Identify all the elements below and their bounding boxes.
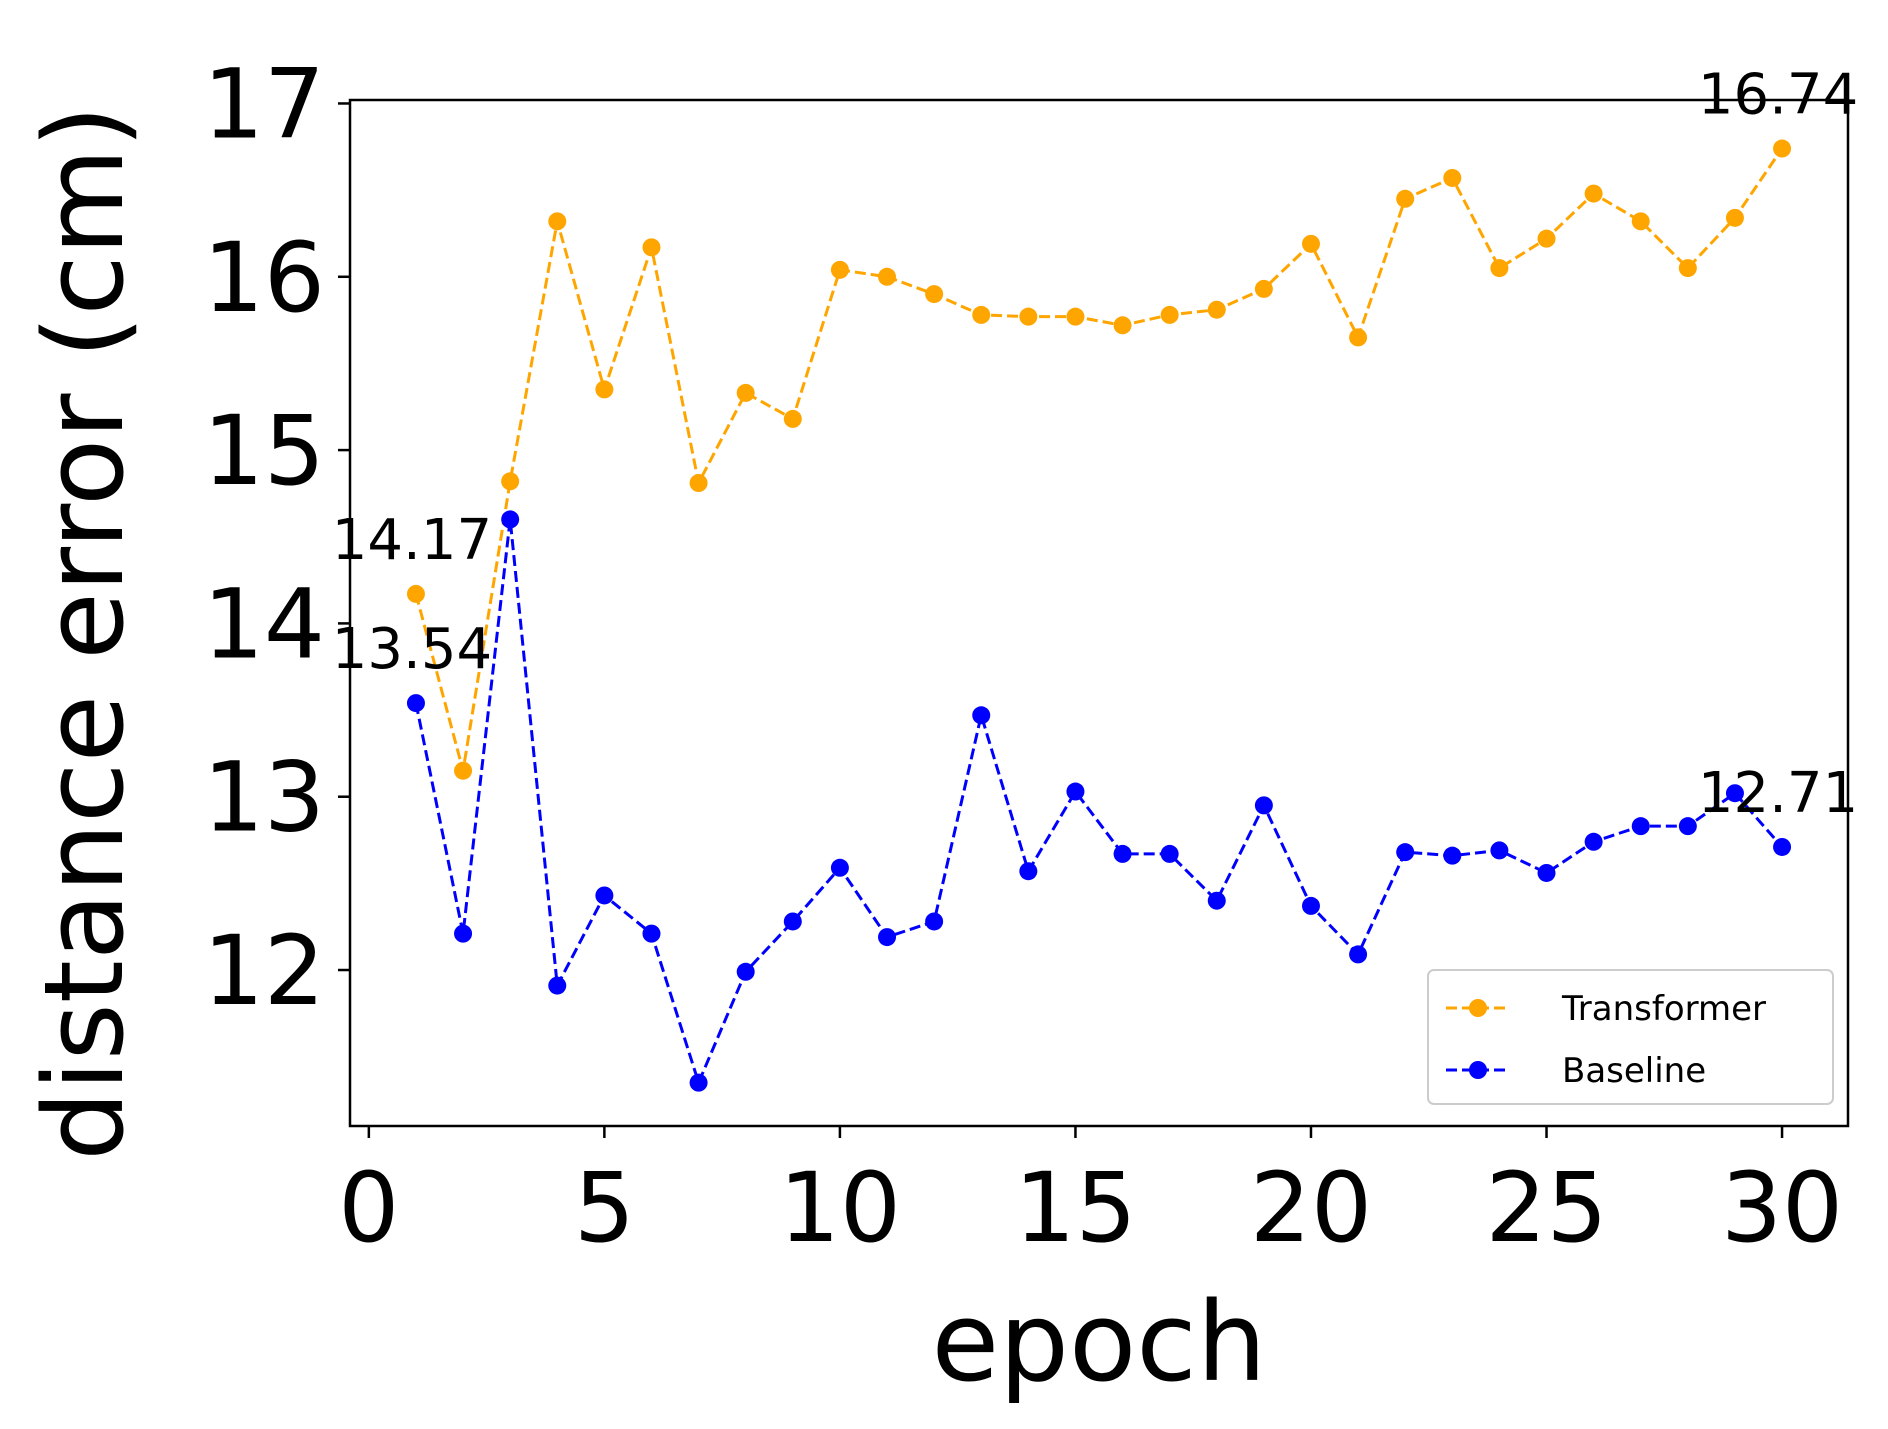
transformer-point (1631, 212, 1650, 231)
y-tick-label: 13 (203, 742, 325, 854)
y-tick-label: 15 (203, 395, 325, 507)
baseline-point (1678, 817, 1697, 836)
y-tick-label: 16 (203, 222, 325, 334)
transformer-series-line (414, 147, 1784, 772)
transformer-point (1396, 189, 1415, 208)
legend-marker-transformer (1469, 999, 1487, 1017)
transformer-point (1019, 307, 1038, 326)
transformer-point (689, 474, 708, 493)
axes-frame (348, 98, 1850, 1128)
y-axis: 12 13 14 15 16 17 (203, 48, 350, 1027)
transformer-point (1725, 208, 1744, 227)
baseline-point (1773, 837, 1792, 856)
baseline-point (1066, 782, 1085, 801)
legend-label-transformer: Transformer (1561, 989, 1766, 1029)
transformer-point (1490, 259, 1509, 278)
baseline-point (736, 962, 755, 981)
baseline-point (406, 694, 425, 713)
y-axis-label: distance error (cm) (20, 105, 148, 1161)
transformer-point (1443, 168, 1462, 187)
transformer-point (783, 409, 802, 428)
x-tick-label: 15 (1014, 1152, 1136, 1264)
transformer-point (1207, 300, 1226, 319)
baseline-point (878, 928, 897, 947)
transformer-point (878, 267, 897, 286)
transformer-point (830, 260, 849, 279)
transformer-point (642, 238, 661, 257)
transformer-point (1160, 305, 1179, 324)
x-tick-label: 10 (779, 1152, 901, 1264)
transformer-point (1773, 139, 1792, 158)
x-axis: 0 5 10 15 20 25 30 (338, 1126, 1843, 1264)
baseline-point (1207, 891, 1226, 910)
annotation-layer: 14.17 13.54 16.74 12.71 (332, 63, 1858, 826)
x-tick-label: 5 (574, 1152, 635, 1264)
baseline-point (972, 706, 991, 725)
baseline-point (1301, 896, 1320, 915)
baseline-point (1019, 862, 1038, 881)
x-tick-label: 20 (1250, 1152, 1372, 1264)
transformer-point (1349, 328, 1368, 347)
baseline-point (1537, 863, 1556, 882)
transformer-point (1584, 184, 1603, 203)
plot-area (348, 98, 1850, 1128)
x-tick-label: 25 (1485, 1152, 1607, 1264)
legend-box (1427, 969, 1834, 1105)
transformer-point (1537, 229, 1556, 248)
y-tick-label: 12 (203, 915, 325, 1027)
series-layer (406, 139, 1792, 1092)
baseline-point (1631, 817, 1650, 836)
baseline-point (1160, 844, 1179, 863)
transformer-point (454, 761, 473, 780)
transformer-point (1301, 234, 1320, 253)
baseline-point (1725, 784, 1744, 803)
x-tick-label: 30 (1721, 1152, 1843, 1264)
x-axis-label: epoch (932, 1278, 1267, 1406)
transformer-point (501, 472, 520, 491)
transformer-point (925, 285, 944, 304)
legend-marker-baseline (1469, 1061, 1487, 1079)
baseline-point (1396, 843, 1415, 862)
data-label: 12.71 (1698, 761, 1858, 826)
transformer-point (1113, 316, 1132, 335)
baseline-point (1490, 841, 1509, 860)
baseline-point (642, 924, 661, 943)
baseline-series-line (414, 519, 1784, 1087)
baseline-point (1254, 796, 1273, 815)
data-label: 14.17 (332, 508, 492, 573)
data-label: 13.54 (332, 617, 492, 682)
baseline-point (454, 924, 473, 943)
baseline-point (689, 1073, 708, 1092)
x-tick-label: 0 (338, 1152, 399, 1264)
transformer-point (736, 383, 755, 402)
legend: Transformer Baseline (1427, 969, 1834, 1105)
baseline-point (548, 976, 567, 995)
transformer-point (548, 212, 567, 231)
transformer-point (1678, 259, 1697, 278)
baseline-point (1443, 846, 1462, 865)
transformer-point (972, 305, 991, 324)
baseline-point (1349, 945, 1368, 964)
baseline-point (783, 912, 802, 931)
transformer-point (595, 380, 614, 399)
baseline-point (501, 510, 520, 529)
baseline-point (830, 858, 849, 877)
transformer-point (1066, 307, 1085, 326)
legend-label-baseline: Baseline (1562, 1051, 1706, 1091)
y-tick-label: 14 (203, 568, 325, 680)
baseline-point (1113, 844, 1132, 863)
transformer-point (406, 584, 425, 603)
baseline-point (1584, 832, 1603, 851)
y-tick-label: 17 (203, 48, 325, 160)
data-label: 16.74 (1698, 63, 1858, 128)
baseline-point (595, 886, 614, 905)
transformer-point (1254, 279, 1273, 298)
baseline-point (925, 912, 944, 931)
